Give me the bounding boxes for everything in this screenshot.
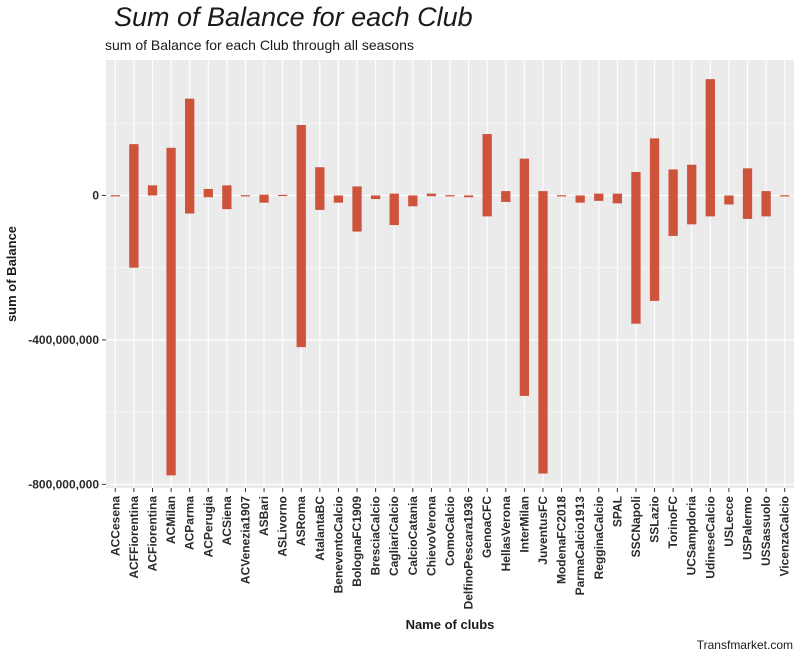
x-tick-label: ACSiena xyxy=(220,496,234,546)
bar-ACFFiorentina xyxy=(129,144,139,268)
x-tick-label: ASLivorno xyxy=(276,496,290,557)
x-tick-label: SPAL xyxy=(610,496,624,527)
bar-HellasVerona xyxy=(501,191,511,202)
bar-TorinoFC xyxy=(668,169,678,236)
x-tick-label: ACPerugia xyxy=(201,496,215,558)
bar-RegginaCalcio xyxy=(594,193,604,201)
bar-BeneventoCalcio xyxy=(333,195,344,203)
x-tick-label: ASBari xyxy=(257,496,271,536)
bar-ACFiorentina xyxy=(147,185,158,196)
bar-BresciaCalcio xyxy=(370,195,381,200)
bar-ACSiena xyxy=(222,185,232,210)
x-tick-label: UCSampdoria xyxy=(685,496,699,576)
bar-UCSampdoria xyxy=(687,164,697,225)
x-tick-label: ACParma xyxy=(183,496,197,550)
x-tick-label: DelfinoPescara1936 xyxy=(462,496,476,610)
x-tick-label: SSCNapoli xyxy=(629,496,643,557)
x-tick-label: AtalantaBC xyxy=(313,496,327,561)
bar-ACMilan xyxy=(166,147,176,476)
bar-ChievoVerona xyxy=(426,193,437,197)
x-tick-label: CagliariCalcio xyxy=(387,496,401,576)
x-tick-label: UdineseCalcio xyxy=(703,496,717,579)
bar-ASBari xyxy=(259,194,269,203)
bar-SPAL xyxy=(612,193,622,204)
x-tick-label: USLecce xyxy=(722,496,736,547)
x-tick-label: ComoCalcio xyxy=(443,496,457,566)
bar-ACParma xyxy=(185,98,195,214)
x-tick-label: GenoaCFC xyxy=(480,496,494,558)
x-tick-label: SSLazio xyxy=(648,496,662,543)
x-tick-label: ModenaFC2018 xyxy=(555,496,569,584)
x-tick-label: RegginaCalcio xyxy=(592,496,606,579)
bar-ACCesena xyxy=(110,195,120,197)
chart-subtitle: sum of Balance for each Club through all… xyxy=(105,37,414,53)
bar-USPalermo xyxy=(742,168,753,219)
bar-GenoaCFC xyxy=(482,134,492,217)
y-axis-label: sum of Balance xyxy=(4,226,19,322)
bar-SSCNapoli xyxy=(631,171,641,324)
bar-ModenaFC2018 xyxy=(556,195,567,197)
y-tick-label: -800,000,000 xyxy=(28,477,99,491)
x-tick-label: ACFFiorentina xyxy=(127,496,141,579)
chart-caption: Transfmarket.com xyxy=(696,638,793,652)
x-tick-label: BeneventoCalcio xyxy=(331,496,345,593)
x-tick-label: InterMilan xyxy=(517,496,531,553)
y-axis-ticks: 0 -400,000,000 -800,000,000 xyxy=(28,188,106,491)
bar-AtalantaBC xyxy=(315,167,325,210)
bar-UdineseCalcio xyxy=(705,79,715,217)
bar-ComoCalcio xyxy=(445,195,455,197)
bar-ParmaCalcio1913 xyxy=(575,195,585,203)
x-axis-ticks: ACCesena ACFFiorentina ACFiorentina ACMilan… xyxy=(108,488,792,610)
x-tick-label: HellasVerona xyxy=(499,496,513,572)
bar-SSLazio xyxy=(649,138,660,301)
bar-USSassuolo xyxy=(761,191,771,217)
y-tick-label: 0 xyxy=(92,188,99,202)
x-tick-label: ChievoVerona xyxy=(424,496,438,576)
x-tick-label: TorinoFC xyxy=(666,496,680,549)
x-tick-label: ACFiorentina xyxy=(145,496,159,572)
x-tick-label: BresciaCalcio xyxy=(369,496,383,575)
bar-BolognaFC1909 xyxy=(352,186,362,232)
x-tick-label: ASRoma xyxy=(294,496,308,546)
bar-CagliariCalcio xyxy=(389,193,399,226)
bar-VicenzaCalcio xyxy=(780,195,790,197)
bar-USLecce xyxy=(724,195,734,205)
bars xyxy=(110,79,790,476)
bar-ACVenezia1907 xyxy=(240,195,251,197)
bar-InterMilan xyxy=(519,158,530,396)
x-tick-label: ACVenezia1907 xyxy=(238,496,252,584)
x-tick-label: VicenzaCalcio xyxy=(778,496,792,576)
x-tick-label: JuventusFC xyxy=(536,496,550,565)
x-tick-label: ACCesena xyxy=(108,496,122,556)
x-tick-label: ACMilan xyxy=(164,496,178,544)
bar-CalcioCatania xyxy=(408,195,418,207)
bar-ASLivorno xyxy=(278,194,288,197)
x-tick-label: ParmaCalcio1913 xyxy=(573,496,587,596)
x-tick-label: BolognaFC1909 xyxy=(350,496,364,587)
chart-title: Sum of Balance for each Club xyxy=(114,2,473,32)
x-tick-label: USPalermo xyxy=(741,496,755,560)
bar-JuventusFC xyxy=(538,191,548,474)
x-axis-label: Name of clubs xyxy=(406,617,495,632)
x-tick-label: USSassuolo xyxy=(759,496,773,566)
bar-ASRoma xyxy=(296,125,306,348)
y-tick-label: -400,000,000 xyxy=(28,333,99,347)
bar-DelfinoPescara1936 xyxy=(463,195,474,198)
bar-ACPerugia xyxy=(203,188,213,198)
x-tick-label: CalcioCatania xyxy=(406,496,420,576)
